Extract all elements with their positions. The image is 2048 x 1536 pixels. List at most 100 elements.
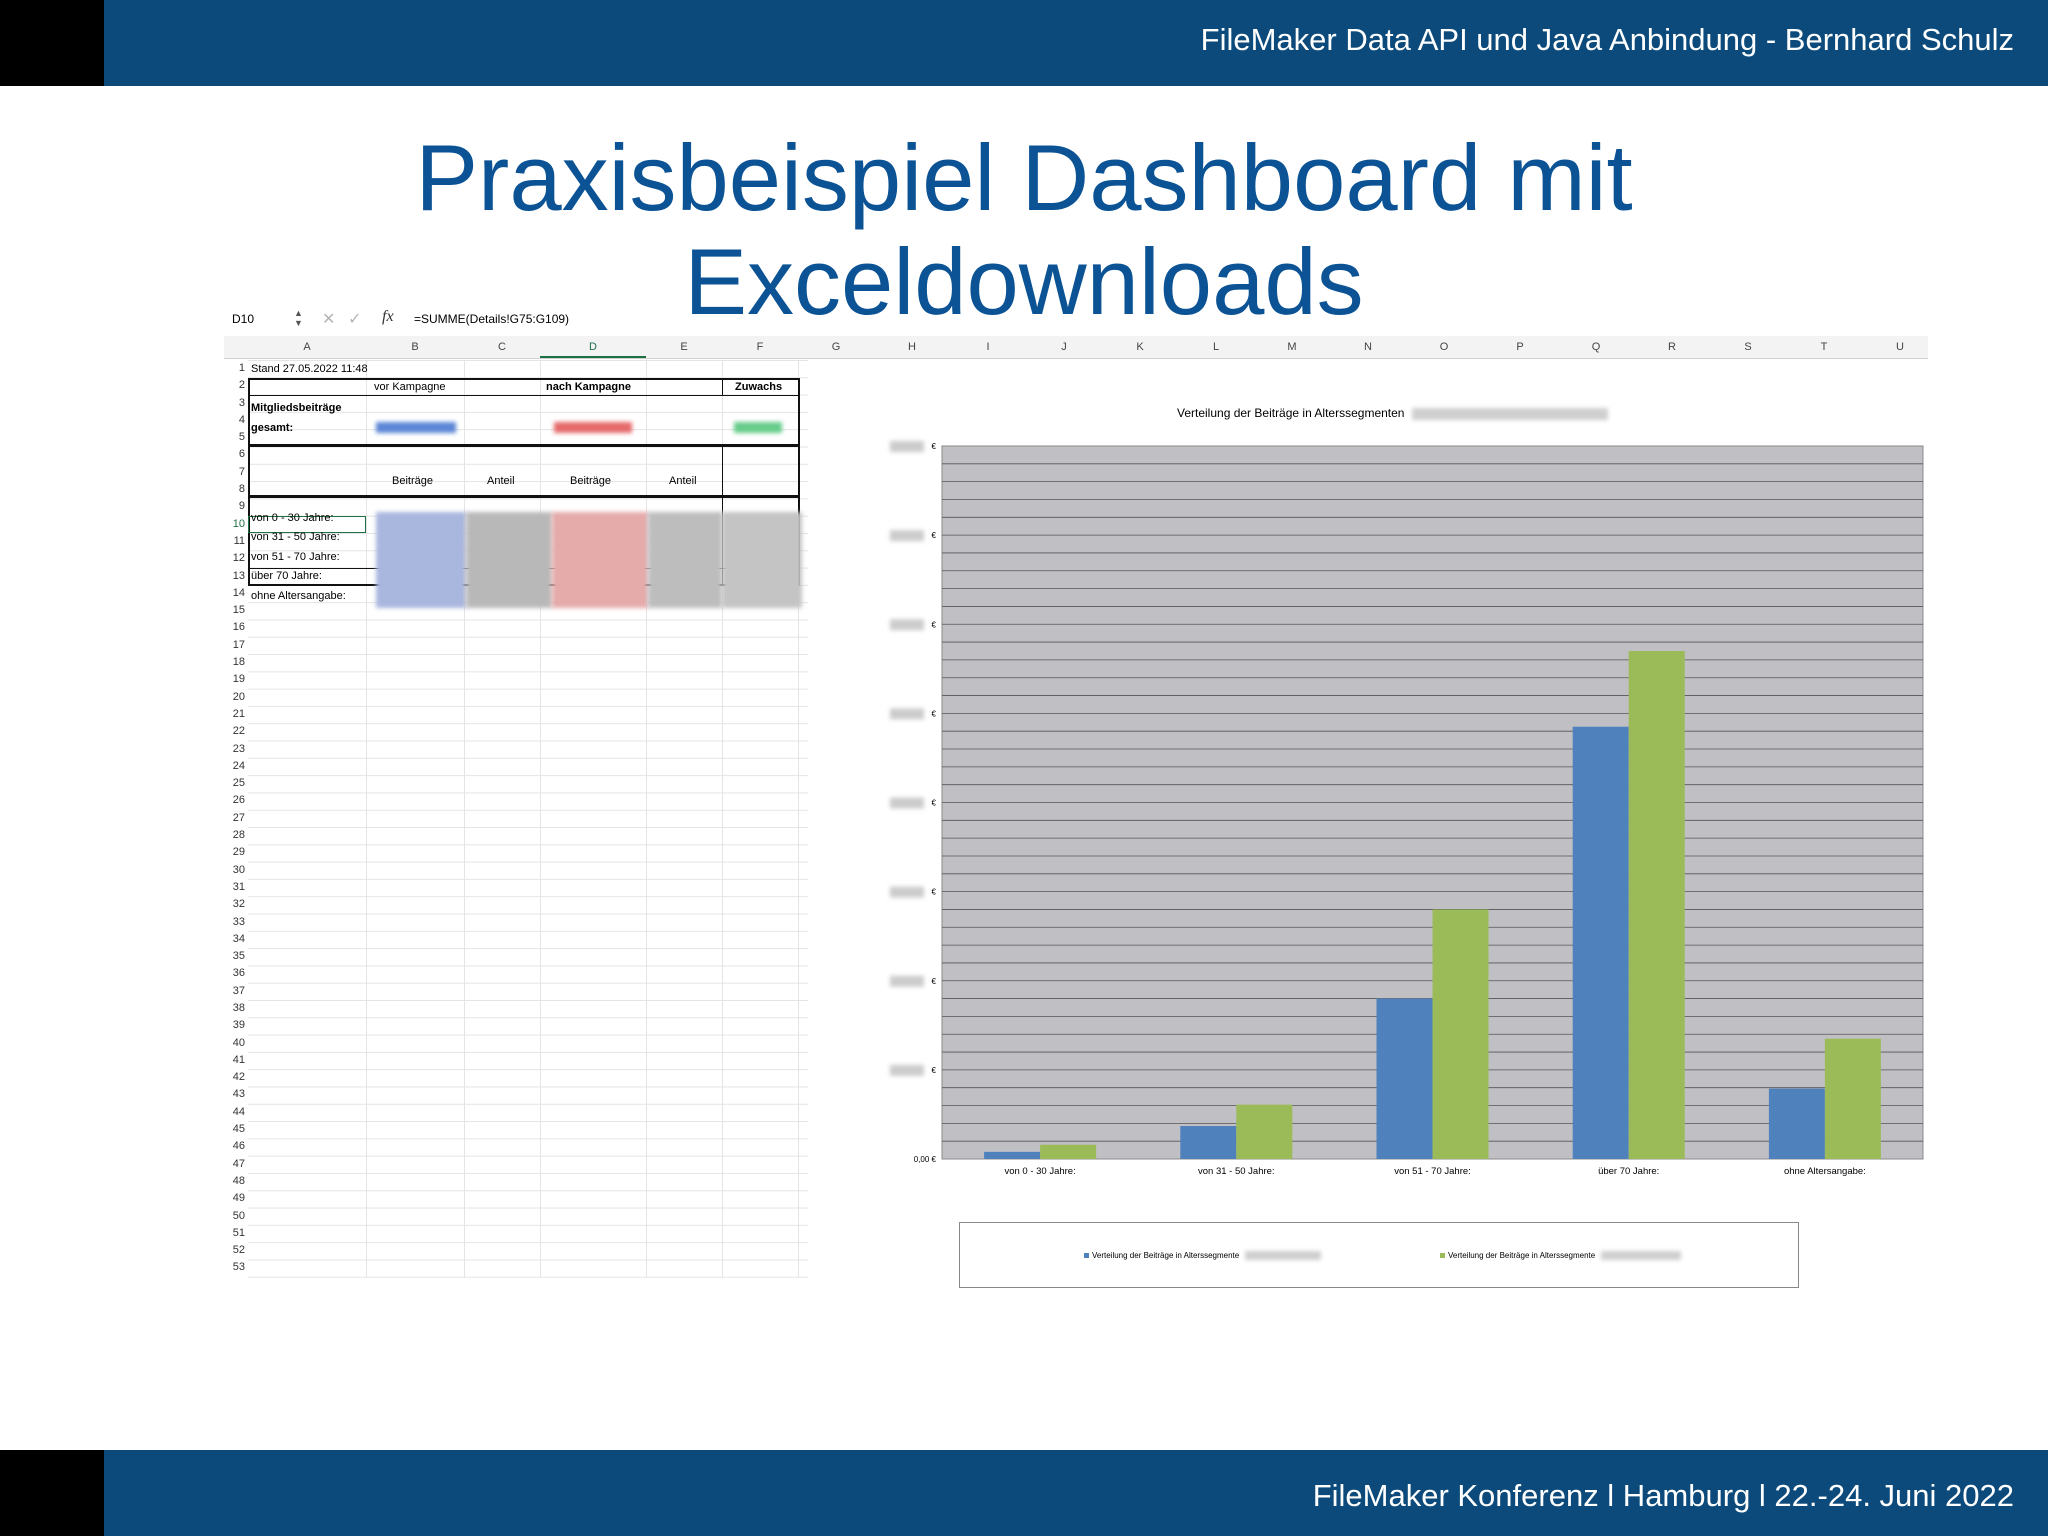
- row-header[interactable]: 15: [232, 604, 245, 617]
- row-header[interactable]: 18: [232, 656, 245, 669]
- row-header[interactable]: 22: [232, 725, 245, 738]
- column-header-k[interactable]: K: [1136, 341, 1144, 353]
- cell-a9[interactable]: von 0 - 30 Jahre:: [251, 512, 334, 524]
- cell-e7[interactable]: Anteil: [669, 475, 697, 487]
- cell-b2[interactable]: vor Kampagne: [374, 381, 446, 393]
- row-header[interactable]: 10: [232, 517, 245, 530]
- row-header[interactable]: 36: [232, 967, 245, 980]
- slide-title: Praxisbeispiel Dashboard mit Exceldownlo…: [0, 126, 2048, 334]
- row-header[interactable]: 33: [232, 915, 245, 928]
- cell-reference-box[interactable]: D10: [232, 312, 255, 326]
- row-header[interactable]: 53: [232, 1261, 245, 1274]
- row-header[interactable]: 1: [238, 362, 245, 374]
- row-header[interactable]: 21: [232, 707, 245, 720]
- column-header-f[interactable]: F: [756, 341, 764, 353]
- row-header[interactable]: 50: [232, 1209, 245, 1222]
- row-header[interactable]: 20: [232, 690, 245, 703]
- row-header[interactable]: 48: [232, 1174, 245, 1187]
- formula-input[interactable]: =SUMME(Details!G75:G109): [414, 312, 570, 326]
- column-header-m[interactable]: M: [1287, 341, 1297, 353]
- confirm-check-icon[interactable]: ✓: [348, 311, 362, 328]
- row-header[interactable]: 12: [232, 552, 245, 565]
- row-header[interactable]: 35: [232, 950, 245, 963]
- cell-a12[interactable]: über 70 Jahre:: [251, 570, 322, 582]
- row-header[interactable]: 28: [232, 829, 245, 842]
- selected-cell-marker[interactable]: [248, 516, 366, 533]
- cell-a13[interactable]: ohne Altersangabe:: [251, 590, 346, 602]
- column-header-d[interactable]: D: [540, 341, 646, 358]
- row-header[interactable]: 25: [232, 777, 245, 790]
- row-header[interactable]: 19: [232, 673, 245, 686]
- cell-b7[interactable]: Beiträge: [392, 475, 433, 487]
- cell-a1[interactable]: Stand 27.05.2022 11:48: [251, 363, 368, 375]
- row-header[interactable]: 2: [238, 379, 245, 392]
- slide-title-line1: Praxisbeispiel Dashboard mit: [415, 125, 1633, 230]
- column-header-q[interactable]: Q: [1591, 341, 1601, 353]
- row-header[interactable]: 7: [238, 465, 245, 478]
- row-header[interactable]: 31: [232, 880, 245, 893]
- row-header[interactable]: 8: [238, 483, 245, 496]
- row-header[interactable]: 52: [232, 1244, 245, 1257]
- border-line: [722, 378, 723, 396]
- row-header[interactable]: 9: [238, 500, 245, 513]
- column-header-j[interactable]: J: [1061, 341, 1067, 353]
- row-header[interactable]: 11: [233, 534, 245, 547]
- column-header-t[interactable]: T: [1820, 341, 1828, 353]
- cell-a10[interactable]: von 31 - 50 Jahre:: [251, 531, 340, 543]
- cell-c7[interactable]: Anteil: [487, 475, 515, 487]
- cell-f2[interactable]: Zuwachs: [735, 381, 783, 393]
- row-header[interactable]: 41: [232, 1053, 245, 1066]
- cell-a11[interactable]: von 51 - 70 Jahre:: [251, 551, 340, 563]
- row-header[interactable]: 30: [232, 863, 245, 876]
- column-header-e[interactable]: E: [680, 341, 688, 353]
- row-header[interactable]: 51: [232, 1226, 245, 1239]
- column-header-o[interactable]: O: [1439, 341, 1449, 353]
- column-header-g[interactable]: G: [831, 341, 841, 353]
- cell-a3[interactable]: Mitgliedsbeiträge: [251, 402, 342, 414]
- row-header[interactable]: 14: [232, 586, 245, 599]
- row-header[interactable]: 17: [232, 638, 245, 651]
- row-header[interactable]: 32: [232, 898, 245, 911]
- row-header[interactable]: 46: [232, 1140, 245, 1153]
- row-header[interactable]: 3: [238, 396, 245, 409]
- row-header[interactable]: 4: [238, 413, 245, 426]
- cell-a4[interactable]: gesamt:: [251, 422, 294, 434]
- row-header[interactable]: 29: [232, 846, 245, 859]
- row-header[interactable]: 38: [232, 1001, 245, 1014]
- row-header[interactable]: 40: [232, 1036, 245, 1049]
- cell-ref-stepper-icon[interactable]: ▲ ▼: [294, 308, 303, 328]
- column-header-r[interactable]: R: [1668, 341, 1676, 353]
- row-header[interactable]: 16: [232, 621, 245, 634]
- row-header[interactable]: 23: [232, 742, 245, 755]
- column-header-u[interactable]: U: [1896, 341, 1904, 353]
- row-header[interactable]: 49: [232, 1192, 245, 1205]
- column-header-b[interactable]: B: [411, 341, 419, 353]
- row-header[interactable]: 45: [232, 1123, 245, 1136]
- row-header[interactable]: 6: [238, 448, 245, 461]
- row-header[interactable]: 34: [232, 932, 245, 945]
- row-header[interactable]: 5: [238, 431, 245, 444]
- row-header[interactable]: 27: [232, 811, 245, 824]
- row-header[interactable]: 24: [232, 759, 245, 772]
- column-header-s[interactable]: S: [1744, 341, 1752, 353]
- cell-d2[interactable]: nach Kampagne: [546, 381, 631, 393]
- column-header-l[interactable]: L: [1212, 341, 1220, 353]
- row-header[interactable]: 44: [232, 1105, 245, 1118]
- row-header[interactable]: 39: [232, 1019, 245, 1032]
- column-header-i[interactable]: I: [986, 341, 990, 353]
- row-header[interactable]: 37: [232, 984, 245, 997]
- column-header-a[interactable]: A: [303, 341, 311, 353]
- column-header-n[interactable]: N: [1364, 341, 1372, 353]
- cell-d7[interactable]: Beiträge: [570, 475, 611, 487]
- column-header-p[interactable]: P: [1516, 341, 1524, 353]
- row-header[interactable]: 43: [232, 1088, 245, 1101]
- function-fx-icon[interactable]: fx: [382, 308, 394, 325]
- row-header[interactable]: 26: [232, 794, 245, 807]
- row-header[interactable]: 47: [232, 1157, 245, 1170]
- bar-series1-1: [984, 1151, 1041, 1159]
- cancel-icon[interactable]: ✕: [322, 311, 336, 328]
- row-header[interactable]: 42: [232, 1071, 245, 1084]
- column-header-h[interactable]: H: [908, 341, 916, 353]
- row-header[interactable]: 13: [232, 569, 245, 582]
- column-header-c[interactable]: C: [498, 341, 506, 353]
